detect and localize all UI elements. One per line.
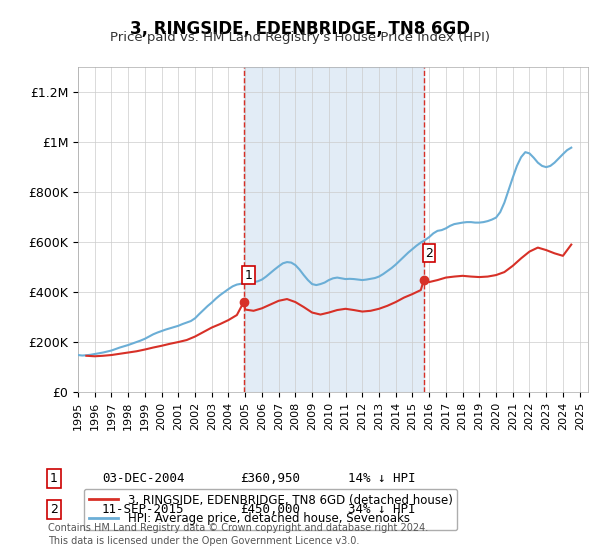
Bar	[244, 67, 424, 392]
Text: 34% ↓ HPI: 34% ↓ HPI	[348, 503, 415, 516]
Text: 1: 1	[245, 269, 253, 282]
Text: 11-SEP-2015: 11-SEP-2015	[102, 503, 185, 516]
Text: 14% ↓ HPI: 14% ↓ HPI	[348, 472, 415, 486]
Text: 2: 2	[425, 246, 433, 260]
Text: Contains HM Land Registry data © Crown copyright and database right 2024.
This d: Contains HM Land Registry data © Crown c…	[48, 523, 428, 546]
Text: Price paid vs. HM Land Registry's House Price Index (HPI): Price paid vs. HM Land Registry's House …	[110, 31, 490, 44]
Text: 3, RINGSIDE, EDENBRIDGE, TN8 6GD: 3, RINGSIDE, EDENBRIDGE, TN8 6GD	[130, 20, 470, 38]
Text: £360,950: £360,950	[240, 472, 300, 486]
Text: 1: 1	[50, 472, 58, 486]
Legend: 3, RINGSIDE, EDENBRIDGE, TN8 6GD (detached house), HPI: Average price, detached : 3, RINGSIDE, EDENBRIDGE, TN8 6GD (detach…	[84, 489, 457, 530]
Text: £450,000: £450,000	[240, 503, 300, 516]
Text: 03-DEC-2004: 03-DEC-2004	[102, 472, 185, 486]
Text: 2: 2	[50, 503, 58, 516]
